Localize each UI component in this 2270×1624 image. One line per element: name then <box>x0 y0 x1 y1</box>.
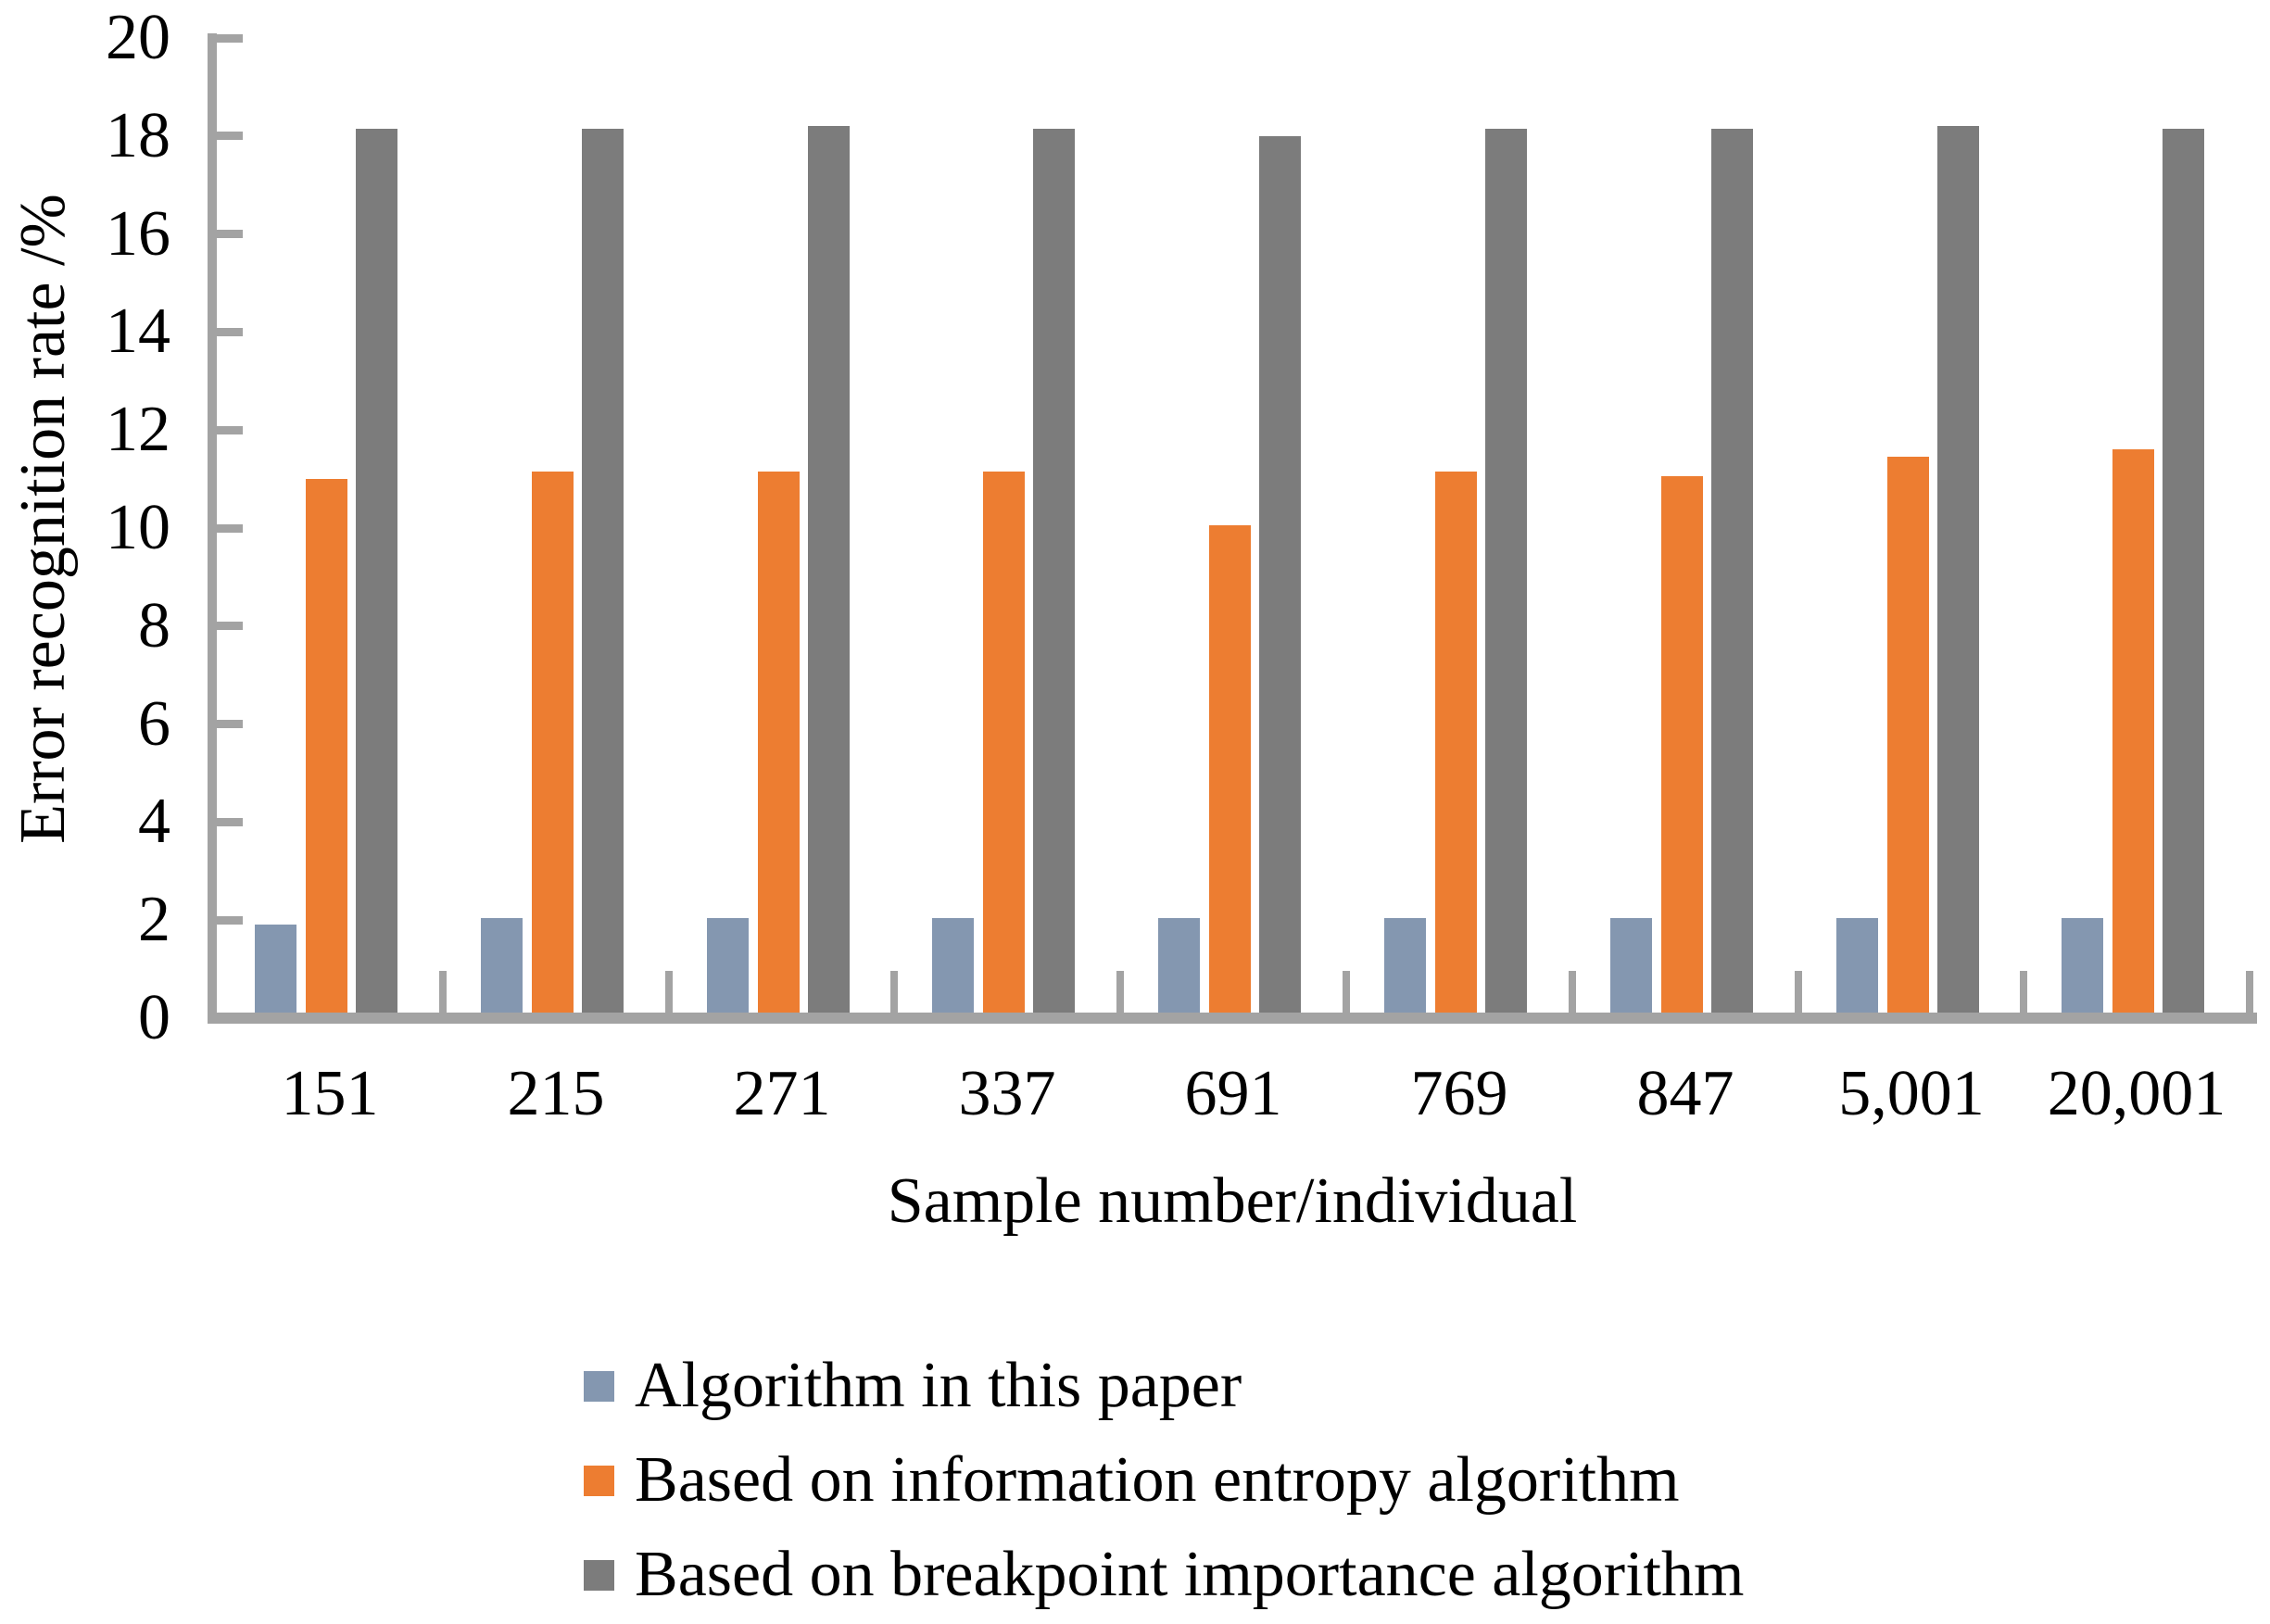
x-tick-mark <box>2020 971 2027 1013</box>
y-tick-label: 16 <box>106 198 170 270</box>
y-tick-label: 14 <box>106 296 170 367</box>
bar-series3-cat4 <box>1033 129 1075 1013</box>
bar-series3-cat9 <box>2163 129 2204 1013</box>
legend-item: Based on breakpoint importance algorithm <box>584 1542 1744 1607</box>
bar-series3-cat8 <box>1937 126 1979 1013</box>
bar-series1-cat7 <box>1610 918 1652 1013</box>
bar-series2-cat4 <box>983 472 1025 1013</box>
bar-series1-cat6 <box>1384 918 1426 1013</box>
x-tick-mark <box>2246 971 2253 1013</box>
x-category-label: 691 <box>1184 1058 1282 1129</box>
y-tick-mark <box>217 720 243 728</box>
bar-series1-cat4 <box>932 918 974 1013</box>
bar-series3-cat5 <box>1259 136 1301 1013</box>
bar-series1-cat8 <box>1836 918 1878 1013</box>
y-tick-label: 4 <box>138 786 170 857</box>
legend-item: Based on information entropy algorithm <box>584 1448 1680 1513</box>
y-tick-mark <box>217 426 243 434</box>
x-axis-line <box>208 1013 2257 1024</box>
y-tick-label: 10 <box>106 492 170 563</box>
bar-series2-cat7 <box>1661 476 1703 1013</box>
x-tick-mark <box>890 971 898 1013</box>
bar-series3-cat3 <box>808 126 850 1013</box>
bar-series3-cat2 <box>582 129 624 1013</box>
legend-swatch-series2 <box>584 1465 614 1496</box>
bar-series2-cat3 <box>758 472 800 1013</box>
x-tick-mark <box>1795 971 1802 1013</box>
x-tick-mark <box>1343 971 1350 1013</box>
y-tick-label: 6 <box>138 688 170 760</box>
x-tick-mark <box>439 971 447 1013</box>
x-tick-mark <box>1116 971 1124 1013</box>
y-tick-label: 8 <box>138 590 170 661</box>
bar-series2-cat9 <box>2112 449 2154 1013</box>
bar-series1-cat9 <box>2062 918 2103 1013</box>
y-axis-line <box>208 33 217 1024</box>
bar-series2-cat2 <box>532 472 574 1013</box>
y-tick-label: 12 <box>106 394 170 465</box>
y-tick-mark <box>217 818 243 826</box>
legend-label: Based on information entropy algorithm <box>635 1444 1680 1516</box>
bar-series3-cat7 <box>1711 129 1753 1013</box>
y-tick-mark <box>217 230 243 238</box>
x-category-label: 215 <box>507 1058 605 1129</box>
y-tick-mark <box>217 524 243 533</box>
x-category-label: 769 <box>1410 1058 1508 1129</box>
x-category-label: 20,001 <box>2047 1058 2226 1129</box>
x-category-label: 5,001 <box>1838 1058 1985 1129</box>
bar-series3-cat1 <box>356 129 397 1013</box>
bar-series2-cat6 <box>1435 472 1477 1013</box>
x-category-label: 151 <box>281 1058 379 1129</box>
y-tick-mark <box>217 34 243 43</box>
y-tick-mark <box>217 328 243 336</box>
y-tick-label: 0 <box>138 982 170 1053</box>
bar-series1-cat3 <box>707 918 749 1013</box>
bar-series2-cat1 <box>306 479 347 1013</box>
x-axis-title: Sample number/individual <box>887 1165 1578 1237</box>
x-tick-mark <box>1569 971 1576 1013</box>
x-category-label: 271 <box>733 1058 831 1129</box>
legend-item: Algorithm in this paper <box>584 1353 1242 1418</box>
y-tick-mark <box>217 916 243 925</box>
legend-swatch-series1 <box>584 1370 614 1402</box>
y-tick-mark <box>217 622 243 630</box>
bar-series1-cat1 <box>255 925 296 1013</box>
x-category-label: 847 <box>1636 1058 1734 1129</box>
legend-label: Based on breakpoint importance algorithm <box>635 1539 1745 1610</box>
bar-series1-cat5 <box>1158 918 1200 1013</box>
bar-series2-cat5 <box>1209 525 1251 1013</box>
bar-series3-cat6 <box>1485 129 1527 1013</box>
x-tick-mark <box>665 971 673 1013</box>
legend-label: Algorithm in this paper <box>635 1350 1242 1421</box>
bar-series1-cat2 <box>481 918 523 1013</box>
y-tick-label: 2 <box>138 884 170 955</box>
bar-series2-cat8 <box>1887 457 1929 1013</box>
y-tick-label: 18 <box>106 100 170 171</box>
x-category-label: 337 <box>958 1058 1056 1129</box>
legend-swatch-series3 <box>584 1559 614 1591</box>
y-tick-mark <box>217 132 243 140</box>
y-tick-label: 20 <box>106 2 170 73</box>
